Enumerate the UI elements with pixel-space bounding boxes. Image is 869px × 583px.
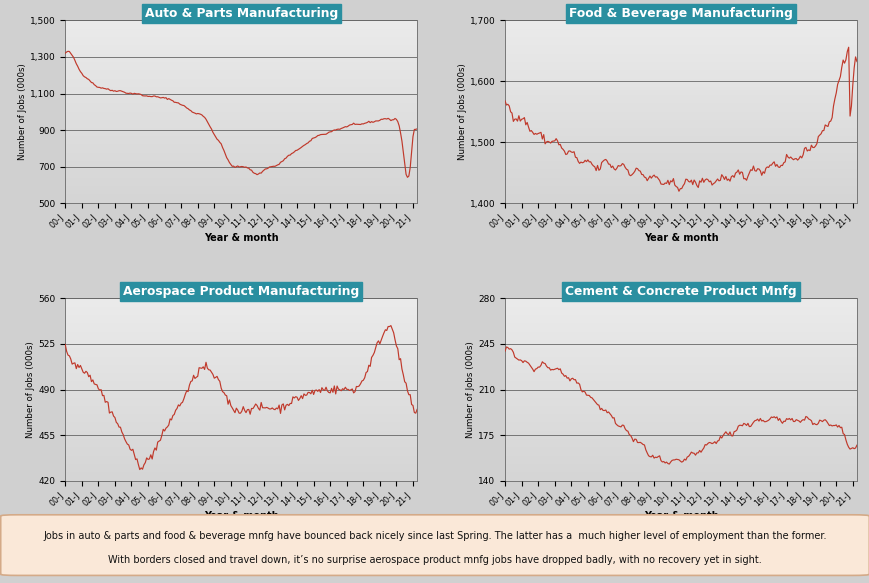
Text: With borders closed and travel down, it’s no surprise aerospace product mnfg job: With borders closed and travel down, it’… — [108, 554, 761, 565]
X-axis label: Year & month: Year & month — [643, 233, 718, 243]
Y-axis label: Number of Jobs (000s): Number of Jobs (000s) — [457, 64, 467, 160]
Text: Jobs in auto & parts and food & beverage mnfg have bounced back nicely since las: Jobs in auto & parts and food & beverage… — [43, 531, 826, 542]
Text: Auto & Parts Manufacturing: Auto & Parts Manufacturing — [144, 8, 337, 20]
Y-axis label: Number of Jobs (000s): Number of Jobs (000s) — [466, 341, 474, 438]
Text: Food & Beverage Manufacturing: Food & Beverage Manufacturing — [568, 8, 792, 20]
Y-axis label: Number of Jobs (000s): Number of Jobs (000s) — [18, 64, 27, 160]
Text: Cement & Concrete Product Mnfg: Cement & Concrete Product Mnfg — [565, 285, 796, 298]
X-axis label: Year & month: Year & month — [643, 511, 718, 521]
Text: Aerospace Product Manufacturing: Aerospace Product Manufacturing — [123, 285, 359, 298]
X-axis label: Year & month: Year & month — [203, 233, 278, 243]
FancyBboxPatch shape — [1, 515, 868, 575]
X-axis label: Year & month: Year & month — [203, 511, 278, 521]
Y-axis label: Number of Jobs (000s): Number of Jobs (000s) — [26, 341, 36, 438]
